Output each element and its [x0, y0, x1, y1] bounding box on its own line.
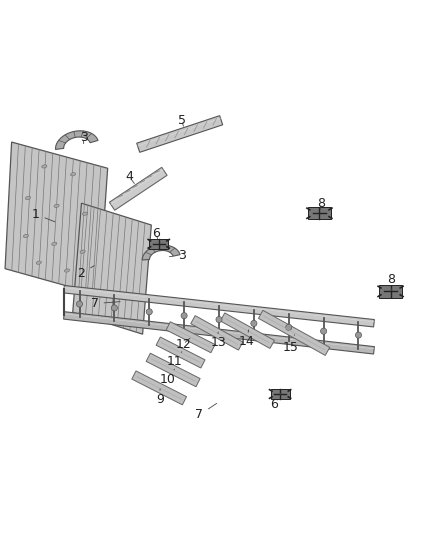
Ellipse shape — [42, 165, 47, 168]
Bar — [191, 316, 243, 350]
Text: 3: 3 — [80, 131, 88, 144]
Bar — [156, 337, 205, 368]
Polygon shape — [64, 312, 374, 354]
Bar — [149, 238, 168, 249]
Text: 8: 8 — [318, 197, 325, 209]
Text: 13: 13 — [210, 332, 226, 350]
Text: 7: 7 — [91, 297, 120, 310]
Text: 14: 14 — [238, 330, 254, 348]
Bar — [146, 353, 200, 387]
Ellipse shape — [52, 242, 57, 245]
Text: 15: 15 — [283, 335, 299, 354]
Circle shape — [321, 328, 327, 334]
Text: 11: 11 — [166, 352, 182, 368]
Text: 4: 4 — [126, 171, 134, 183]
Ellipse shape — [54, 204, 59, 207]
Ellipse shape — [23, 235, 28, 238]
Polygon shape — [64, 286, 374, 327]
Text: 12: 12 — [175, 338, 191, 351]
Text: 9: 9 — [156, 389, 164, 406]
Ellipse shape — [83, 212, 88, 215]
Text: 6: 6 — [270, 393, 281, 410]
Bar — [308, 207, 331, 220]
Polygon shape — [142, 245, 180, 260]
Circle shape — [216, 317, 222, 322]
Bar — [166, 322, 215, 353]
Ellipse shape — [25, 196, 31, 199]
Polygon shape — [5, 142, 108, 295]
Circle shape — [111, 305, 117, 311]
Circle shape — [251, 320, 257, 327]
Text: 6: 6 — [152, 227, 159, 240]
Text: 1: 1 — [32, 208, 55, 222]
Ellipse shape — [36, 261, 41, 264]
Text: 2: 2 — [78, 265, 94, 279]
Ellipse shape — [80, 250, 85, 253]
Bar — [379, 285, 402, 297]
Polygon shape — [110, 167, 167, 210]
Text: 5: 5 — [178, 114, 186, 127]
Ellipse shape — [71, 173, 76, 176]
Bar — [132, 371, 187, 405]
Text: 8: 8 — [388, 273, 396, 290]
Bar — [258, 310, 330, 356]
Circle shape — [77, 301, 82, 307]
Circle shape — [146, 309, 152, 315]
Bar — [220, 313, 275, 349]
Ellipse shape — [64, 269, 70, 272]
Text: 7: 7 — [195, 403, 217, 422]
Circle shape — [356, 332, 361, 338]
Text: 10: 10 — [159, 369, 175, 386]
Polygon shape — [137, 116, 223, 152]
Circle shape — [181, 313, 187, 319]
Polygon shape — [56, 131, 98, 149]
Text: 3: 3 — [170, 249, 186, 262]
Bar — [271, 389, 290, 399]
Polygon shape — [73, 203, 151, 334]
Circle shape — [286, 324, 292, 330]
